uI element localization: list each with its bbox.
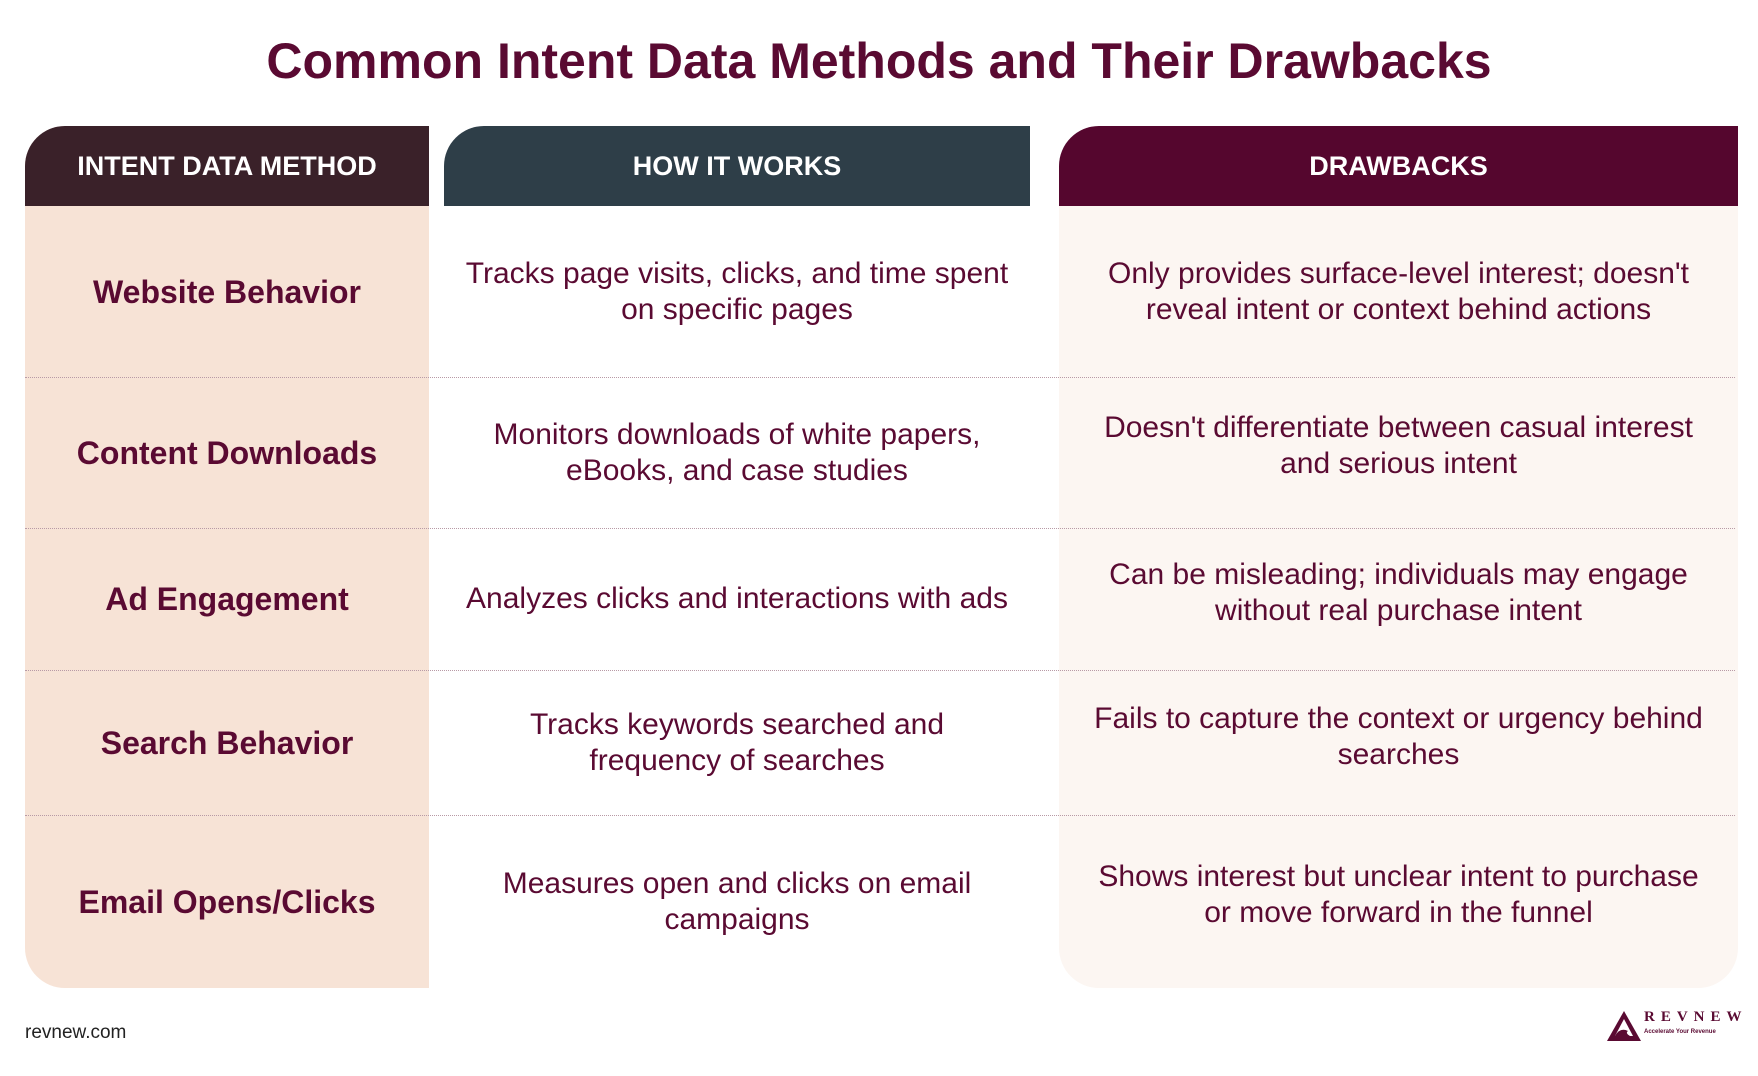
row-divider bbox=[25, 528, 1735, 529]
row-divider bbox=[25, 670, 1735, 671]
logo-triangle-icon bbox=[1607, 1011, 1641, 1041]
method-cell: Ad Engagement bbox=[105, 581, 349, 617]
how-cell: Measures open and clicks on email campai… bbox=[502, 866, 972, 936]
header-how-it-works: HOW IT WORKS bbox=[444, 126, 1030, 206]
logo-wordmark: REVNEW bbox=[1644, 1009, 1748, 1025]
method-cell: Content Downloads bbox=[76, 434, 378, 471]
how-cell: Analyzes clicks and interactions with ad… bbox=[466, 582, 1008, 615]
row-divider bbox=[25, 815, 1735, 816]
drawback-cell: Doesn't differentiate between casual int… bbox=[1104, 410, 1693, 480]
row-divider bbox=[25, 377, 1735, 378]
how-cell: Tracks keywords searched and frequency o… bbox=[529, 707, 945, 777]
drawback-cell: Shows interest but unclear intent to pur… bbox=[1098, 859, 1699, 929]
method-column-bg bbox=[25, 126, 429, 988]
page-title: Common Intent Data Methods and Their Dra… bbox=[266, 33, 1492, 89]
drawback-cell: Fails to capture the context or urgency … bbox=[1094, 701, 1703, 771]
method-cell: Search Behavior bbox=[100, 724, 354, 761]
logo-tagline: Accelerate Your Revenue bbox=[1644, 1029, 1716, 1035]
method-cell: Email Opens/Clicks bbox=[78, 883, 376, 920]
header-method: INTENT DATA METHOD bbox=[25, 126, 429, 206]
drawback-cell: Only provides surface-level interest; do… bbox=[1107, 256, 1689, 326]
drawback-cell: Can be misleading; individuals may engag… bbox=[1109, 558, 1688, 627]
revnew-logo: REVNEW Accelerate Your Revenue bbox=[1606, 1009, 1742, 1045]
how-cell: Tracks page visits, clicks, and time spe… bbox=[465, 256, 1009, 326]
method-cell: Website Behavior bbox=[93, 273, 361, 310]
drawbacks-column-bg bbox=[1059, 126, 1738, 988]
how-cell: Monitors downloads of white papers, eBoo… bbox=[493, 417, 981, 487]
header-drawbacks: DRAWBACKS bbox=[1059, 126, 1738, 206]
site-url: revnew.com bbox=[25, 1022, 127, 1043]
